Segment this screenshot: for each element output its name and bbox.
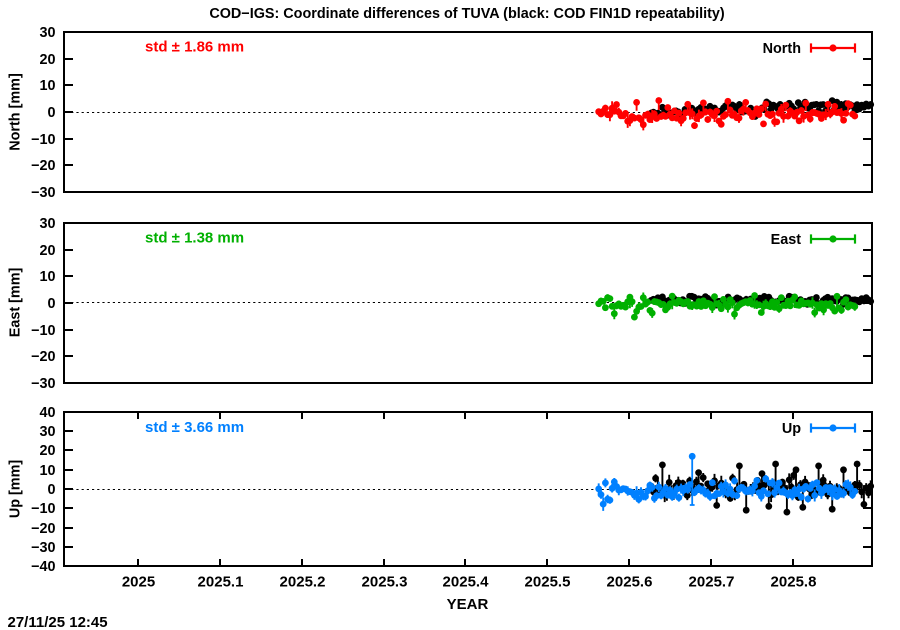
svg-text:−30: −30 (31, 185, 55, 201)
svg-text:East [mm]: East [mm] (8, 268, 24, 338)
svg-text:−40: −40 (31, 559, 55, 575)
svg-text:std ± 1.86 mm: std ± 1.86 mm (145, 39, 244, 56)
svg-text:Up [mm]: Up [mm] (8, 460, 24, 518)
svg-text:std ± 3.66 mm: std ± 3.66 mm (145, 419, 244, 436)
svg-text:Up: Up (782, 421, 801, 437)
svg-text:−20: −20 (31, 158, 55, 174)
svg-text:40: 40 (39, 405, 55, 421)
svg-text:−20: −20 (31, 349, 55, 365)
svg-text:YEAR: YEAR (447, 596, 489, 613)
svg-text:2025.2: 2025.2 (280, 574, 326, 591)
svg-text:−30: −30 (31, 376, 55, 392)
svg-text:North [mm]: North [mm] (8, 73, 24, 151)
svg-text:2025.6: 2025.6 (607, 574, 653, 591)
svg-text:−10: −10 (31, 323, 55, 339)
svg-text:10: 10 (39, 78, 55, 94)
svg-text:20: 20 (39, 443, 55, 459)
svg-text:−10: −10 (31, 132, 55, 148)
svg-text:20: 20 (39, 243, 55, 259)
svg-text:0: 0 (47, 482, 55, 498)
svg-text:0: 0 (47, 296, 55, 312)
svg-text:2025.8: 2025.8 (771, 574, 817, 591)
svg-text:2025.5: 2025.5 (525, 574, 571, 591)
svg-text:2025.4: 2025.4 (443, 574, 490, 591)
svg-text:North: North (763, 41, 801, 57)
svg-text:2025.1: 2025.1 (198, 574, 244, 591)
svg-text:−20: −20 (31, 521, 55, 537)
svg-text:10: 10 (39, 463, 55, 479)
svg-text:COD−IGS: Coordinate difference: COD−IGS: Coordinate differences of TUVA … (209, 6, 725, 22)
svg-text:27/11/25 12:45: 27/11/25 12:45 (8, 614, 108, 630)
svg-text:0: 0 (47, 105, 55, 121)
svg-text:East: East (771, 232, 802, 248)
svg-text:30: 30 (39, 25, 55, 41)
svg-text:−30: −30 (31, 540, 55, 556)
svg-text:2025.3: 2025.3 (362, 574, 408, 591)
svg-text:30: 30 (39, 424, 55, 440)
svg-text:30: 30 (39, 216, 55, 232)
svg-text:20: 20 (39, 52, 55, 68)
svg-text:2025.7: 2025.7 (689, 574, 735, 591)
svg-text:2025: 2025 (122, 574, 155, 591)
svg-text:10: 10 (39, 269, 55, 285)
svg-text:std ± 1.38 mm: std ± 1.38 mm (145, 230, 244, 247)
svg-text:−10: −10 (31, 501, 55, 517)
